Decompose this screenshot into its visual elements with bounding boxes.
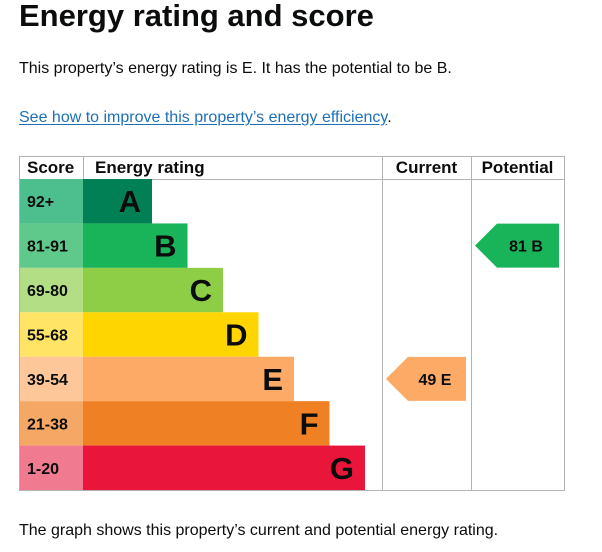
score-header: Score: [27, 158, 74, 177]
current-header: Current: [396, 158, 458, 177]
rating-bar-b: [83, 223, 188, 268]
potential-header: Potential: [482, 158, 554, 177]
rating-bar-e: [83, 356, 294, 402]
rating-letter-c: C: [190, 273, 212, 308]
rating-letter-g: G: [330, 451, 354, 486]
score-cell-a: [20, 179, 84, 224]
rating-bar-a: [83, 179, 152, 224]
rating-bar-c: [83, 267, 223, 313]
improve-link-line: See how to improve this property’s energ…: [19, 107, 392, 129]
score-cell-d: [20, 312, 84, 357]
score-label-c: 69-80: [27, 283, 68, 300]
current-rating-arrow: [386, 356, 466, 401]
score-cell-e: [20, 356, 84, 402]
rating-letter-d: D: [225, 318, 247, 353]
improve-energy-efficiency-link[interactable]: See how to improve this property’s energ…: [19, 109, 388, 126]
energy-rating-summary: This property’s energy rating is E. It h…: [19, 60, 452, 77]
score-cell-b: [20, 223, 84, 268]
potential-rating-label: 81 B: [509, 239, 543, 256]
chart-frame: [19, 156, 565, 492]
graph-description: The graph shows this property’s current …: [19, 522, 499, 539]
score-label-b: 81-91: [27, 239, 68, 256]
current-rating-label: 49 E: [419, 372, 452, 389]
page-title: Energy rating and score: [19, 0, 374, 33]
potential-rating-arrow: [475, 223, 559, 268]
rating-bar-f: [83, 401, 330, 446]
link-suffix: .: [387, 109, 392, 126]
energy-rating-header: Energy rating: [95, 158, 205, 177]
score-label-e: 39-54: [27, 372, 68, 389]
score-cell-f: [20, 401, 84, 446]
score-cell-c: [20, 267, 84, 313]
score-label-a: 92+: [27, 194, 54, 211]
score-label-f: 21-38: [27, 416, 68, 433]
score-label-d: 55-68: [27, 328, 68, 345]
rating-bar-g: [83, 445, 365, 491]
rating-letter-f: F: [300, 406, 319, 441]
rating-letter-b: B: [154, 229, 176, 264]
rating-letter-e: E: [262, 362, 283, 397]
rating-letter-a: A: [119, 184, 141, 219]
rating-bar-d: [83, 312, 259, 357]
score-cell-g: [20, 445, 84, 491]
score-label-g: 1-20: [27, 461, 59, 478]
